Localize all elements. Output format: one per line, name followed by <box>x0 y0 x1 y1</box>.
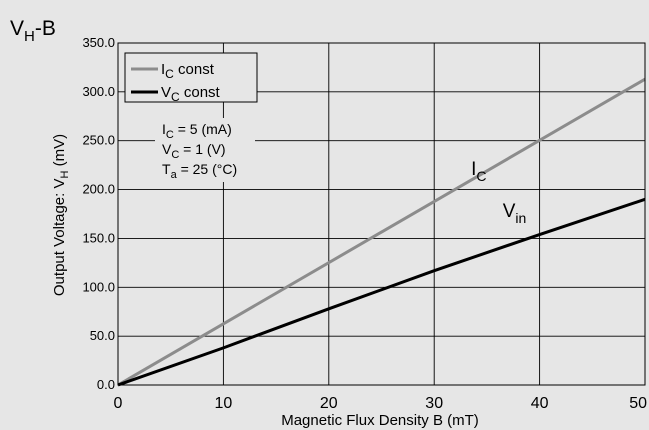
series-lines <box>117 77 646 387</box>
condition-text: Ta = 25 (°C) <box>162 161 237 181</box>
series-labels: IC Vin <box>471 159 526 226</box>
y-tick-label: 250.0 <box>82 133 115 148</box>
y-tick-label: 0.0 <box>97 377 115 392</box>
x-tick-label: 30 <box>425 395 443 412</box>
series-label: IC <box>471 159 486 184</box>
plot-frame <box>117 42 646 386</box>
x-tick-label: 10 <box>215 395 233 412</box>
x-axis-label-text: Magnetic Flux Density B (mT) <box>281 412 479 429</box>
y-axis-label-text: Output Voltage: VH (mV) <box>51 134 71 296</box>
condition-text: VC = 1 (V) <box>162 141 226 161</box>
y-tick-label: 200.0 <box>82 182 115 197</box>
conditions-background <box>155 118 255 182</box>
conditions-box: IC = 5 (mA)VC = 1 (V)Ta = 25 (°C) <box>155 118 255 182</box>
series-label: Vin <box>503 201 527 226</box>
chart-title-text: VH-B <box>10 17 56 45</box>
x-tick-label: 0 <box>114 395 123 412</box>
chart-title: VH-B <box>10 17 56 45</box>
series-line-ic <box>117 77 646 387</box>
y-tick-label: 100.0 <box>82 279 115 294</box>
legend-label: VC const <box>161 84 221 104</box>
legend-box <box>124 52 258 103</box>
y-tick-label: 300.0 <box>82 84 115 99</box>
x-tick-labels: 0 10 20 30 40 50 <box>114 395 648 412</box>
legend-label: IC const <box>161 61 215 81</box>
condition-text: IC = 5 (mA) <box>162 121 232 141</box>
y-tick-labels: 0.0 50.0 100.0 150.0 200.0 250.0 300.0 350.0 <box>82 35 115 392</box>
y-tick-label: 350.0 <box>82 35 115 50</box>
x-tick-label: 40 <box>531 395 549 412</box>
x-tick-label: 50 <box>629 395 647 412</box>
legend: IC const VC const <box>124 52 258 104</box>
y-axis-label: Output Voltage: VH (mV) <box>51 134 71 296</box>
x-tick-label: 20 <box>320 395 338 412</box>
series-line-vin <box>117 197 646 387</box>
y-tick-label: 50.0 <box>90 328 115 343</box>
y-tick-label: 150.0 <box>82 230 115 245</box>
x-axis-label: Magnetic Flux Density B (mT) <box>281 412 479 429</box>
